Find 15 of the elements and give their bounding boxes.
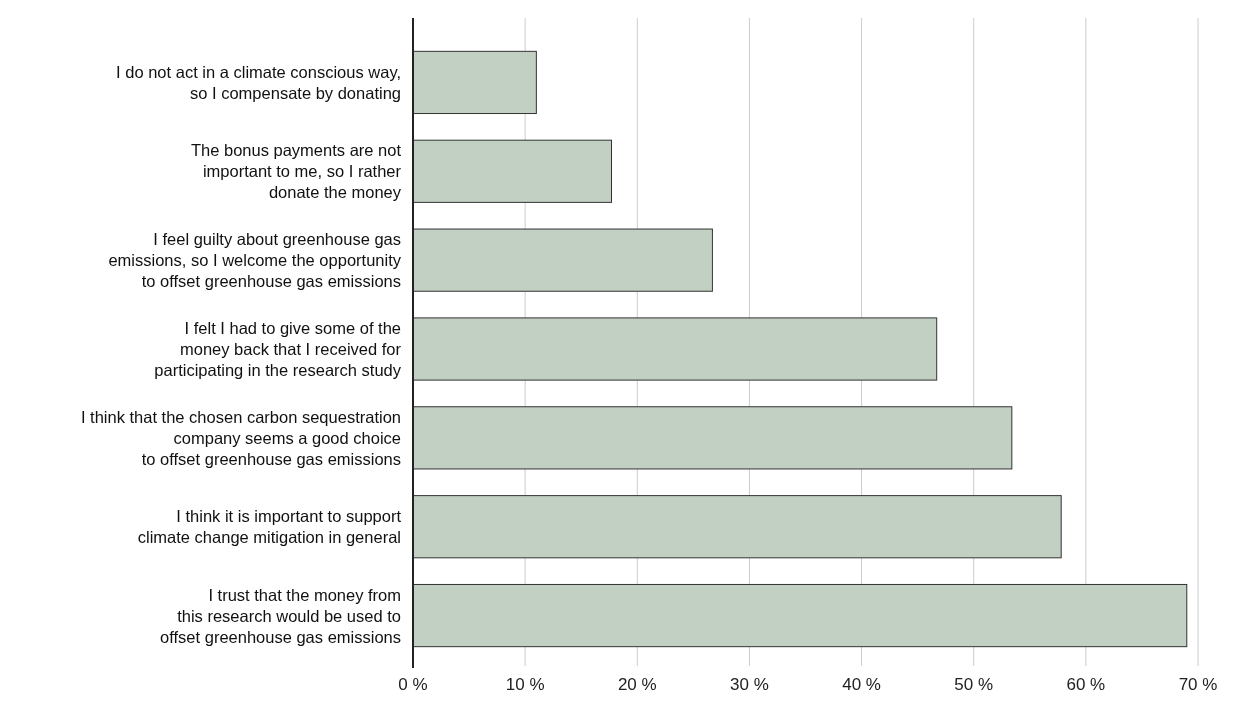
y-tick-label: I felt I had to give some of the money back that I received for participating in the research study bbox=[154, 319, 402, 379]
x-tick-label: 20 % bbox=[617, 675, 657, 694]
x-tick-label: 50 % bbox=[954, 675, 994, 694]
x-tick-label: 30 % bbox=[730, 675, 769, 694]
x-tick-label: 70 % bbox=[1178, 675, 1218, 694]
y-tick-label: I do not act in a climate conscious way, so I compensate by donating bbox=[116, 62, 401, 102]
x-tick-label: 0 % bbox=[398, 675, 428, 694]
x-tick-label: 10 % bbox=[505, 675, 545, 694]
x-tick-label: 60 % bbox=[1066, 675, 1106, 694]
y-tick-label: I think that the chosen carbon sequestration company seems a good choice to offset greenhouse gas emissions bbox=[80, 407, 401, 468]
y-tick-label: I think it is important to support climate change mitigation in general bbox=[137, 507, 402, 547]
x-tick-label: 40 % bbox=[842, 675, 881, 694]
y-tick-label: I feel guilty about greenhouse gas emissions, so I welcome the opportunity to offset greenhouse gas emissions bbox=[108, 230, 402, 291]
y-tick-label: The bonus payments are not important to me, so I rather donate the money bbox=[190, 141, 402, 202]
y-tick-label: I trust that the money from this research would be used to offset greenhouse gas emissions bbox=[160, 585, 401, 646]
